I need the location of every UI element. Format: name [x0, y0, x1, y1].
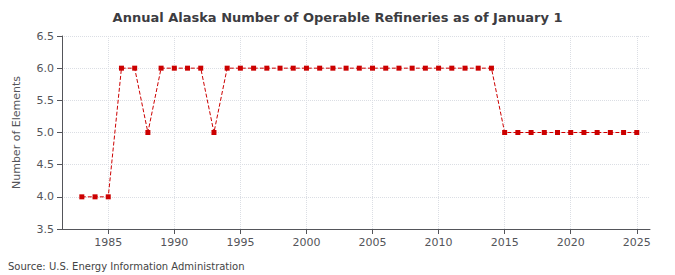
svg-text:2025: 2025 [623, 236, 651, 249]
svg-text:Source: U.S. Energy Informatio: Source: U.S. Energy Information Administ… [8, 261, 245, 272]
svg-text:5.5: 5.5 [37, 94, 55, 107]
svg-text:2005: 2005 [359, 236, 387, 249]
svg-text:Annual Alaska Number of Operab: Annual Alaska Number of Operable Refiner… [113, 10, 563, 25]
svg-text:4.5: 4.5 [37, 158, 55, 171]
svg-text:1995: 1995 [226, 236, 254, 249]
svg-text:2020: 2020 [557, 236, 585, 249]
svg-text:5.0: 5.0 [37, 126, 55, 139]
svg-text:4.0: 4.0 [37, 190, 55, 203]
svg-text:6.0: 6.0 [37, 62, 55, 75]
svg-text:1990: 1990 [160, 236, 188, 249]
svg-text:2000: 2000 [292, 236, 320, 249]
svg-text:1985: 1985 [94, 236, 122, 249]
svg-text:2015: 2015 [491, 236, 519, 249]
svg-text:Number of Elements: Number of Elements [10, 76, 23, 189]
svg-text:2010: 2010 [425, 236, 453, 249]
svg-text:6.5: 6.5 [37, 30, 55, 43]
svg-text:3.5: 3.5 [37, 223, 55, 236]
